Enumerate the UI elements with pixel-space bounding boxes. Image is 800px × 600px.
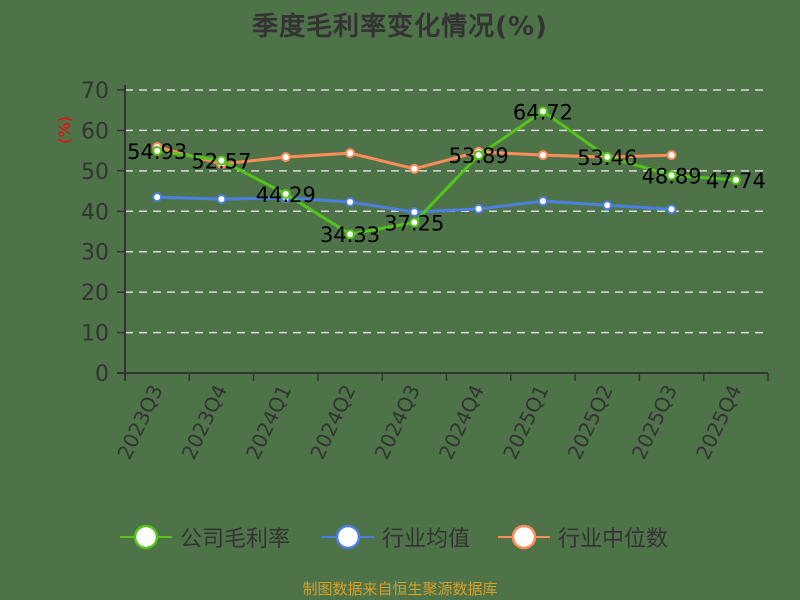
data-point (216, 155, 227, 166)
legend-label: 行业中位数 (558, 527, 669, 552)
legend-marker-icon (322, 524, 374, 550)
y-tick-label: 0 (95, 362, 109, 387)
data-point (409, 207, 420, 218)
data-label: 34.33 (320, 223, 380, 247)
y-tick-label: 30 (81, 241, 109, 266)
legend-label: 公司毛利率 (180, 527, 291, 552)
data-point (216, 194, 227, 205)
y-tick-label: 20 (81, 281, 109, 306)
data-point (409, 217, 420, 228)
data-point (666, 170, 677, 181)
data-point (409, 163, 420, 174)
data-point (666, 204, 677, 215)
x-tick-label: 2025Q3 (627, 381, 682, 463)
x-tick-label: 2024Q2 (305, 381, 360, 463)
data-source-footer: 制图数据来自恒生聚源数据库 (302, 580, 498, 598)
data-label: 53.46 (577, 146, 637, 170)
legend-label: 行业均值 (382, 527, 471, 552)
data-label: 64.72 (513, 100, 573, 124)
x-tick-label: 2024Q3 (370, 381, 425, 463)
x-tick-label: 2025Q1 (498, 381, 553, 463)
data-label: 48.89 (641, 164, 701, 188)
data-point (473, 150, 484, 161)
data-point (152, 145, 163, 156)
data-label: 52.57 (191, 149, 251, 173)
data-point (152, 192, 163, 203)
data-point (666, 150, 677, 161)
data-label: 54.93 (127, 140, 187, 164)
data-point (730, 174, 741, 185)
x-tick-label: 2025Q4 (691, 381, 746, 463)
series-line (156, 109, 736, 236)
x-tick-label: 2024Q4 (434, 381, 489, 463)
legend-item-industry-average[interactable]: 行业均值 (322, 522, 470, 552)
data-point (602, 151, 613, 162)
data-point (280, 152, 291, 163)
y-tick-label: 10 (81, 322, 109, 347)
legend-marker-icon (498, 524, 550, 550)
data-point (345, 148, 356, 159)
data-label: 47.74 (706, 169, 766, 193)
x-tick-label: 2023Q4 (177, 381, 232, 463)
chart-title: 季度毛利率变化情况(%) (252, 12, 548, 42)
y-tick-label: 50 (81, 160, 109, 185)
legend-item-company-margin[interactable]: 公司毛利率 (120, 522, 290, 552)
data-point (537, 196, 548, 207)
data-point (345, 229, 356, 240)
data-point (537, 106, 548, 117)
data-label: 53.89 (449, 144, 509, 168)
data-label: 37.25 (384, 211, 444, 235)
x-tick-label: 2023Q3 (112, 381, 167, 463)
data-point (280, 188, 291, 199)
y-tick-label: 40 (81, 200, 109, 225)
x-tick-label: 2025Q2 (562, 381, 617, 463)
data-point (345, 196, 356, 207)
legend-marker-icon (120, 524, 172, 550)
legend-item-industry-median[interactable]: 行业中位数 (498, 522, 668, 552)
data-point (473, 203, 484, 214)
data-point (602, 200, 613, 211)
series-lines (152, 106, 741, 240)
data-point (537, 150, 548, 161)
x-tick-label: 2024Q1 (241, 381, 296, 463)
y-axis-unit-label: (%) (55, 116, 74, 144)
y-tick-label: 70 (81, 79, 109, 104)
y-tick-label: 60 (81, 119, 109, 144)
data-label: 44.29 (256, 183, 316, 207)
